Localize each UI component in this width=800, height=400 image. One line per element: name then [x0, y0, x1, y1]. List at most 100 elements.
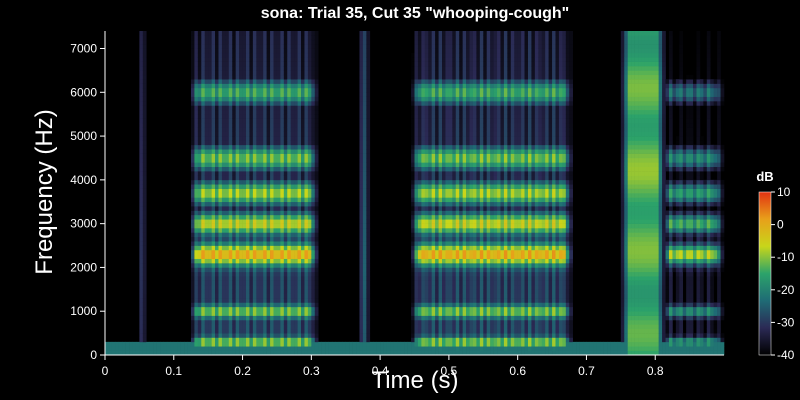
spectrogram-cell [276, 149, 281, 154]
spectrogram-cell [472, 223, 477, 229]
spectrogram-cell [232, 276, 236, 281]
spectrogram-cell [287, 350, 291, 356]
spectrogram-cell [228, 319, 233, 325]
spectrogram-cell [362, 341, 367, 347]
spectrogram-cell [218, 149, 223, 154]
spectrogram-cell [259, 219, 264, 224]
spectrogram-cell [417, 83, 422, 89]
spectrogram-cell [462, 302, 467, 308]
spectrogram-cell [211, 101, 216, 106]
spectrogram-cell [280, 92, 285, 97]
spectrogram-cell [435, 210, 439, 216]
spectrogram-cell [445, 306, 450, 312]
spectrogram-cell [266, 219, 271, 224]
spectrogram-cell [139, 328, 144, 334]
spectrogram-cell [235, 319, 240, 325]
spectrogram-cell [142, 39, 147, 45]
spectrogram-cell [280, 315, 285, 321]
spectrogram-cell [421, 48, 426, 54]
spectrogram-cell [180, 346, 185, 351]
spectrogram-cell [266, 105, 271, 111]
spectrogram-cell [359, 66, 364, 71]
spectrogram-cell [438, 118, 443, 124]
spectrogram-cell [194, 162, 199, 168]
spectrogram-cell [307, 70, 312, 76]
spectrogram-cell [448, 210, 453, 216]
spectrogram-cell [235, 337, 240, 343]
spectrogram-cell [307, 193, 312, 198]
spectrogram-cell [445, 175, 450, 181]
spectrogram-cell [435, 263, 439, 268]
spectrogram-cell [431, 319, 436, 325]
spectrogram-cell [424, 171, 429, 176]
spectrogram-cell [314, 267, 319, 273]
spectrogram-cell [273, 166, 278, 172]
spectrogram-cell [235, 289, 240, 294]
spectrogram-cell [245, 341, 250, 347]
spectrogram-cell [287, 79, 291, 84]
spectrogram-cell [197, 245, 202, 251]
spectrogram-cell [435, 245, 439, 251]
spectrogram-cell [359, 188, 364, 194]
spectrogram-cell [428, 206, 432, 211]
spectrogram-cell [266, 179, 271, 185]
spectrogram-cell [304, 315, 309, 321]
spectrogram-cell [466, 57, 470, 62]
spectrogram-cell [204, 319, 209, 325]
spectrogram-cell [486, 223, 491, 229]
spectrogram-cell [235, 333, 240, 338]
spectrogram-cell [448, 341, 453, 347]
spectrogram-cell [448, 302, 453, 308]
spectrogram-cell [245, 236, 250, 242]
spectrogram-cell [476, 179, 481, 185]
spectrogram-cell [221, 184, 226, 189]
spectrogram-cell [283, 249, 288, 255]
spectrogram-cell [459, 214, 463, 220]
spectrogram-cell [459, 232, 463, 238]
spectrogram-cell [276, 319, 281, 325]
spectrogram-cell [201, 175, 206, 181]
spectrogram-cell [486, 136, 491, 141]
spectrogram-cell [228, 193, 233, 198]
spectrogram-cell [459, 48, 463, 54]
spectrogram-cell [435, 96, 439, 102]
spectrogram-cell [455, 144, 460, 150]
spectrogram-cell [204, 324, 209, 330]
spectrogram-cell [297, 210, 302, 216]
spectrogram-cell [359, 101, 364, 106]
spectrogram-cell [476, 74, 481, 80]
spectrogram-cell [283, 87, 288, 93]
spectrogram-cell [259, 96, 264, 102]
spectrogram-cell [472, 276, 477, 281]
spectrogram-cell [466, 162, 470, 168]
spectrogram-cell [211, 153, 216, 159]
spectrogram-cell [208, 241, 212, 246]
spectrogram-cell [142, 289, 147, 294]
spectrogram-cell [208, 105, 212, 111]
spectrogram-cell [428, 118, 432, 124]
spectrogram-cell [228, 109, 233, 115]
spectrogram-cell [245, 333, 250, 338]
spectrogram-cell [245, 232, 250, 238]
spectrogram-cell [211, 166, 216, 172]
spectrogram-cell [204, 105, 209, 111]
spectrogram-cell [490, 179, 494, 185]
spectrogram-cell [469, 258, 474, 264]
spectrogram-cell [242, 236, 247, 242]
spectrogram-cell [290, 184, 295, 189]
spectrogram-cell [270, 232, 274, 238]
spectrogram-cell [276, 35, 281, 41]
spectrogram-cell [455, 241, 460, 246]
spectrogram-cell [366, 166, 371, 172]
spectrogram-cell [459, 31, 463, 36]
spectrogram-cell [266, 337, 271, 343]
spectrogram-cell [221, 284, 226, 290]
spectrogram-cell [428, 48, 432, 54]
spectrogram-cell [314, 306, 319, 312]
spectrogram-cell [417, 61, 422, 67]
spectrogram-cell [204, 39, 209, 45]
spectrogram-cell [228, 179, 233, 185]
spectrogram-cell [486, 311, 491, 316]
spectrogram-cell [242, 70, 247, 76]
spectrogram-cell [142, 31, 147, 36]
